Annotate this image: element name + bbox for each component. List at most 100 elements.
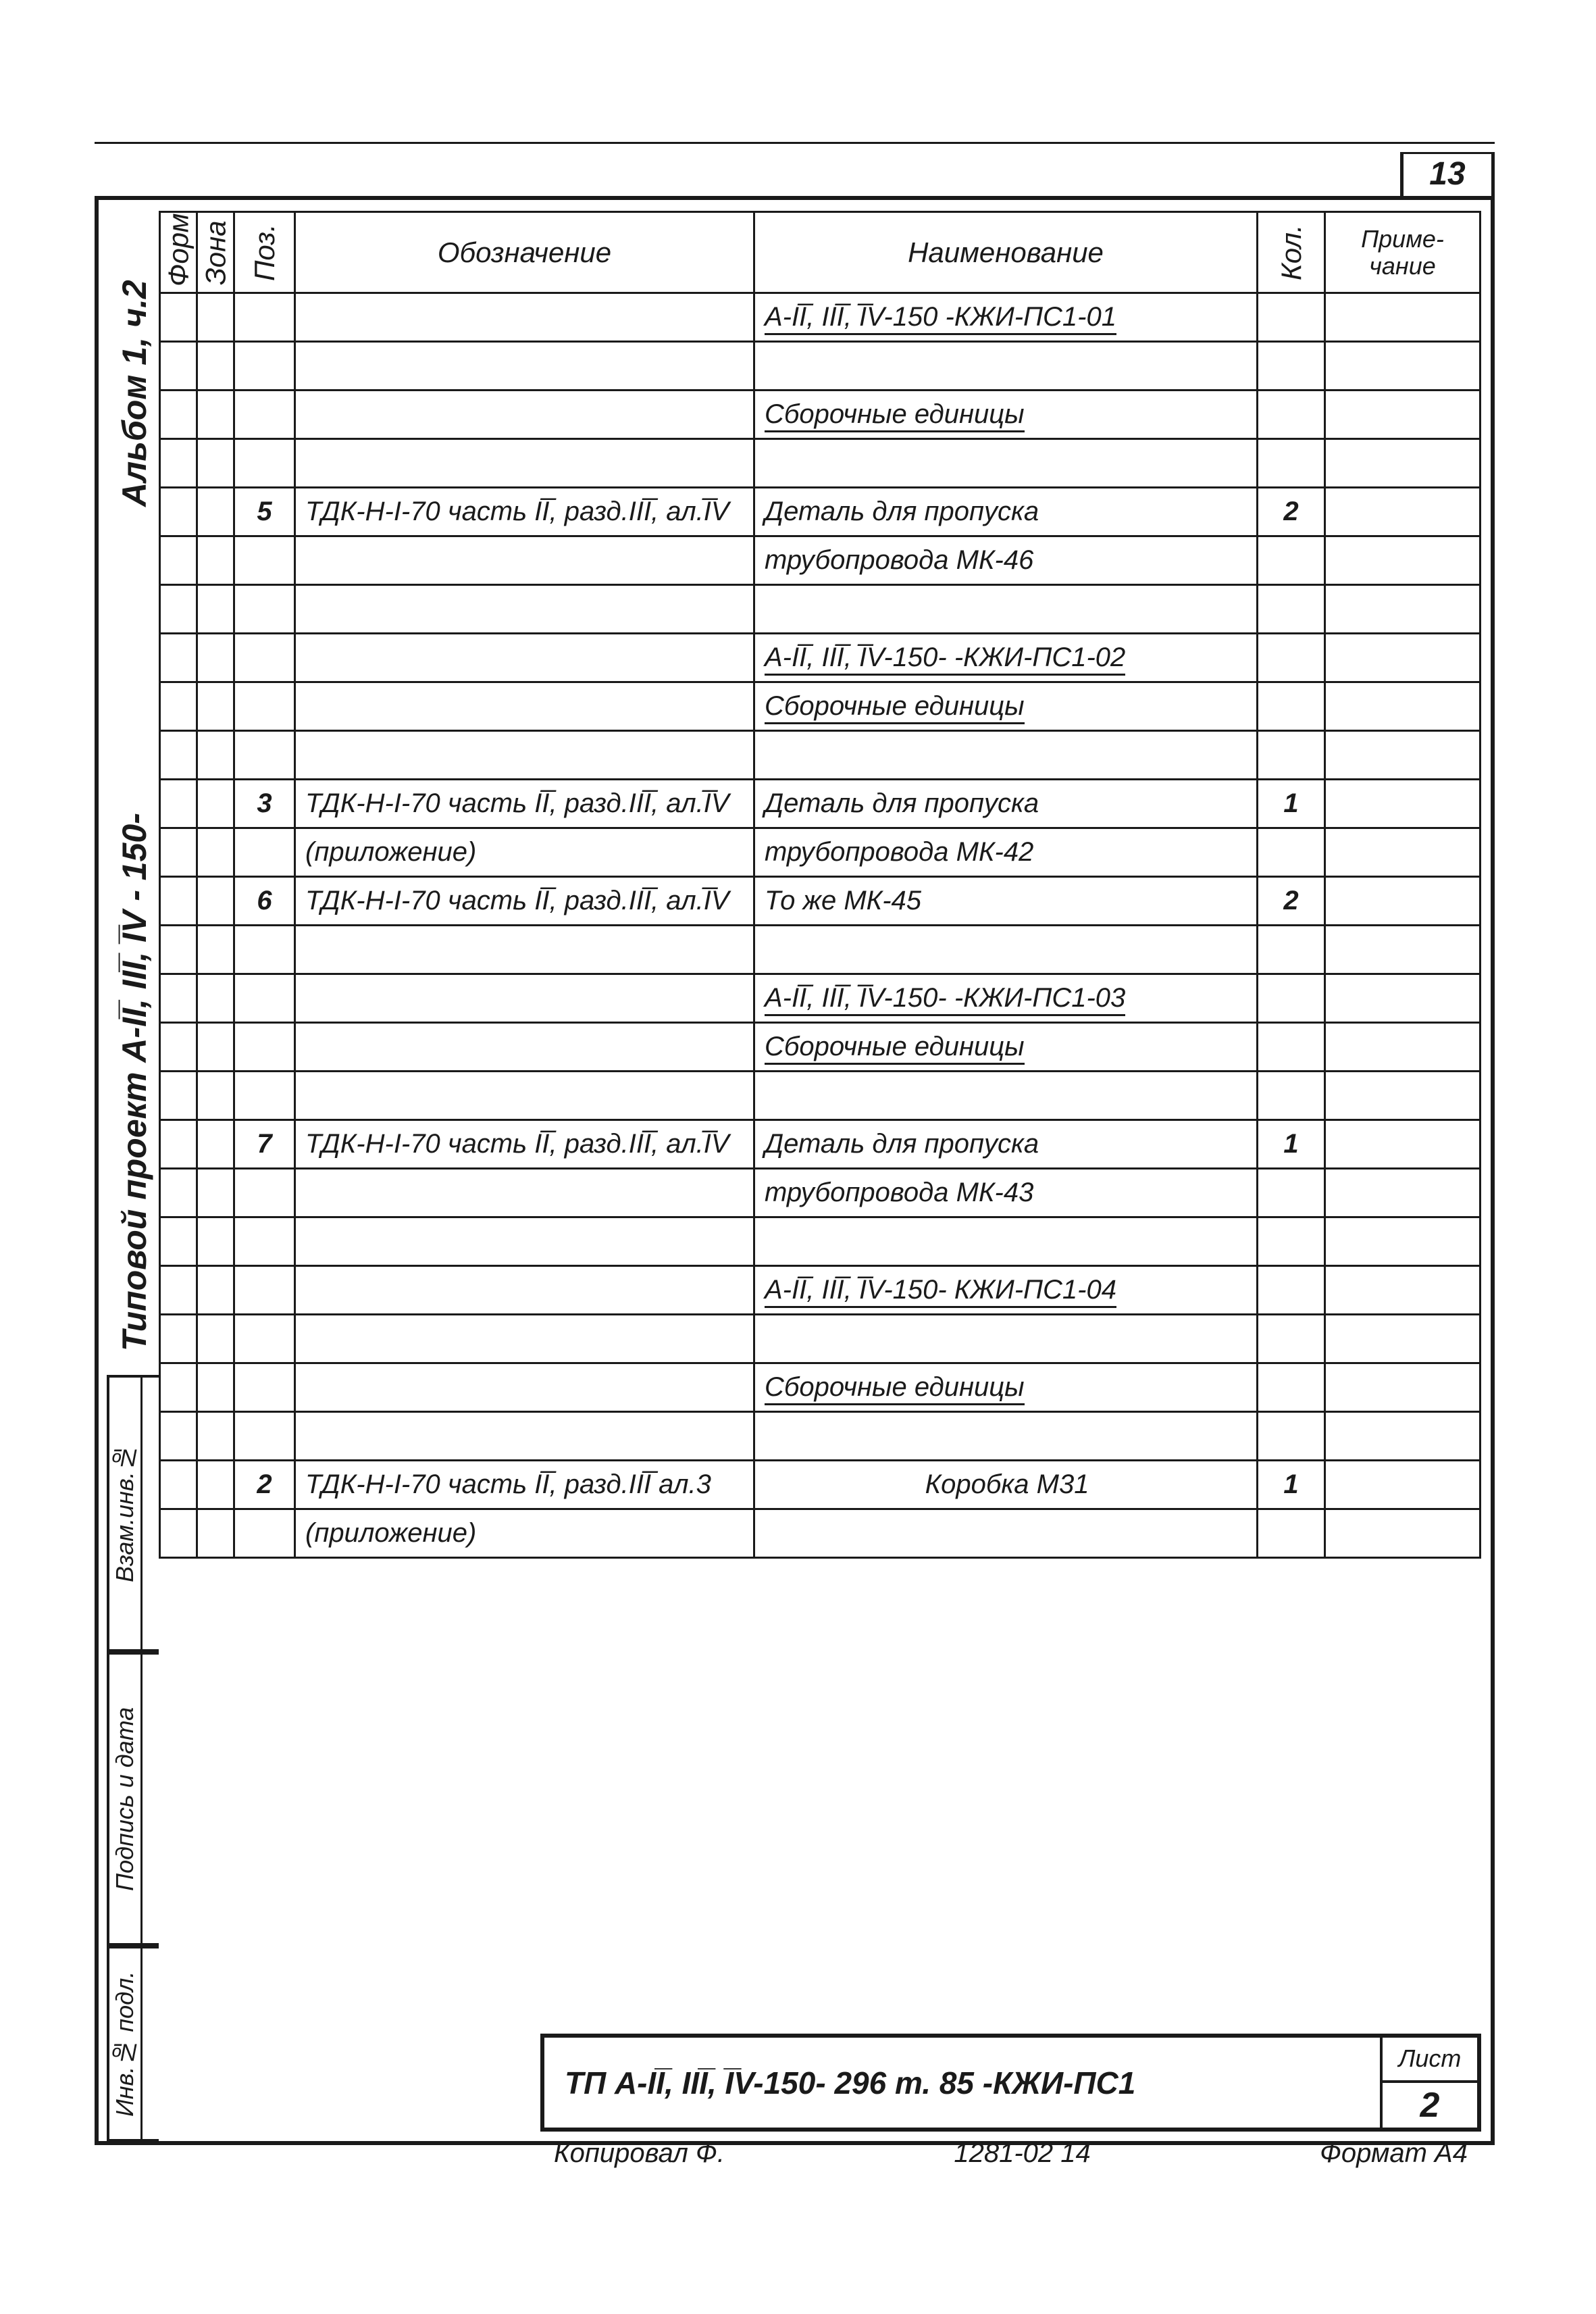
cell [160, 585, 197, 634]
cell [754, 439, 1258, 488]
cell [197, 1266, 234, 1315]
cell: трубопровода МК-42 [754, 828, 1258, 877]
cell [295, 682, 754, 731]
cell [1258, 1266, 1325, 1315]
cell [1325, 488, 1481, 536]
side-box-inv: Инв.№ подл. [107, 1946, 159, 2142]
cell [754, 1509, 1258, 1558]
cell [1325, 1412, 1481, 1461]
table-row: А-II̅, III̅, I̅V-150 -КЖИ-ПС1-01 [160, 293, 1481, 342]
cell [160, 1509, 197, 1558]
cell [160, 1412, 197, 1461]
title-designation: ТП А-II̅, III̅, I̅V-150- 296 т. 85 -КЖИ-… [544, 2038, 1383, 2128]
cell [1258, 1072, 1325, 1120]
cell [234, 1363, 295, 1412]
cell: ТДК-Н-I-70 часть II̅, разд.III̅ ал.3 [295, 1461, 754, 1509]
cell [1325, 828, 1481, 877]
cell [197, 1363, 234, 1412]
cell [1258, 342, 1325, 391]
col-name: Наименование [754, 212, 1258, 293]
cell [1258, 439, 1325, 488]
cell [197, 1023, 234, 1072]
cell [160, 1120, 197, 1169]
cell [234, 342, 295, 391]
cell [1325, 974, 1481, 1023]
cell [197, 731, 234, 780]
table-row [160, 585, 1481, 634]
cell [1258, 1023, 1325, 1072]
cell [1258, 1509, 1325, 1558]
table-row: 3ТДК-Н-I-70 часть II̅, разд.III̅, ал.I̅V… [160, 780, 1481, 828]
table-row: 2ТДК-Н-I-70 часть II̅, разд.III̅ ал.3Кор… [160, 1461, 1481, 1509]
table-row [160, 439, 1481, 488]
cell [197, 1509, 234, 1558]
spec-table-wrap: Формат Зона Поз. Обозначение Наименовани… [159, 211, 1481, 1936]
cell: 1 [1258, 1120, 1325, 1169]
cell: А-II̅, III̅, I̅V-150- КЖИ-ПС1-04 [754, 1266, 1258, 1315]
cell [295, 1217, 754, 1266]
table-row [160, 342, 1481, 391]
cell [1325, 1023, 1481, 1072]
cell [1258, 634, 1325, 682]
cell [295, 585, 754, 634]
cell [160, 682, 197, 731]
cell [234, 828, 295, 877]
cell [234, 634, 295, 682]
side-box-vzam: Взам.инв.№ [107, 1375, 159, 1652]
cell [197, 488, 234, 536]
col-note: Приме- чание [1325, 212, 1481, 293]
cell [160, 391, 197, 439]
cell [160, 1461, 197, 1509]
cell [234, 1217, 295, 1266]
col-designation: Обозначение [295, 212, 754, 293]
table-row: Сборочные единицы [160, 1023, 1481, 1072]
cell [1325, 439, 1481, 488]
cell [160, 1217, 197, 1266]
cell [1258, 391, 1325, 439]
cell [1325, 780, 1481, 828]
col-qty: Кол. [1258, 212, 1325, 293]
cell [1325, 1315, 1481, 1363]
cell [234, 439, 295, 488]
table-row: А-II̅, III̅, I̅V-150- -КЖИ-ПС1-03 [160, 974, 1481, 1023]
title-sheet-label: Лист [1383, 2038, 1477, 2083]
cell [1258, 1363, 1325, 1412]
cell [160, 780, 197, 828]
cell [1325, 1461, 1481, 1509]
cell [160, 731, 197, 780]
side-inv-label: Инв.№ подл. [109, 1948, 140, 2139]
table-row [160, 1315, 1481, 1363]
cell [197, 926, 234, 974]
cell [295, 974, 754, 1023]
cell [1258, 1315, 1325, 1363]
table-row: 6ТДК-Н-I-70 часть II̅, разд.III̅, ал.I̅V… [160, 877, 1481, 926]
cell [197, 1412, 234, 1461]
cell [1325, 391, 1481, 439]
cell: трубопровода МК-46 [754, 536, 1258, 585]
cell [160, 974, 197, 1023]
page-number-box: 13 [1400, 152, 1495, 196]
cell [1325, 536, 1481, 585]
cell [234, 585, 295, 634]
cell [1258, 682, 1325, 731]
cell: ТДК-Н-I-70 часть II̅, разд.III̅, ал.I̅V [295, 488, 754, 536]
cell [160, 828, 197, 877]
cell [1325, 1072, 1481, 1120]
cell [197, 585, 234, 634]
cell [1325, 877, 1481, 926]
cell: Деталь для пропуска [754, 488, 1258, 536]
cell [295, 536, 754, 585]
cell: ТДК-Н-I-70 часть II̅, разд.III̅, ал.I̅V [295, 877, 754, 926]
table-row [160, 1217, 1481, 1266]
cell [160, 1072, 197, 1120]
title-sheet: Лист 2 [1383, 2038, 1477, 2128]
cell [1258, 974, 1325, 1023]
cell [197, 439, 234, 488]
cell: ТДК-Н-I-70 часть II̅, разд.III̅, ал.I̅V [295, 1120, 754, 1169]
cell [295, 1412, 754, 1461]
table-row: трубопровода МК-43 [160, 1169, 1481, 1217]
cell [295, 1169, 754, 1217]
cell [234, 731, 295, 780]
cell [160, 634, 197, 682]
cell [754, 926, 1258, 974]
